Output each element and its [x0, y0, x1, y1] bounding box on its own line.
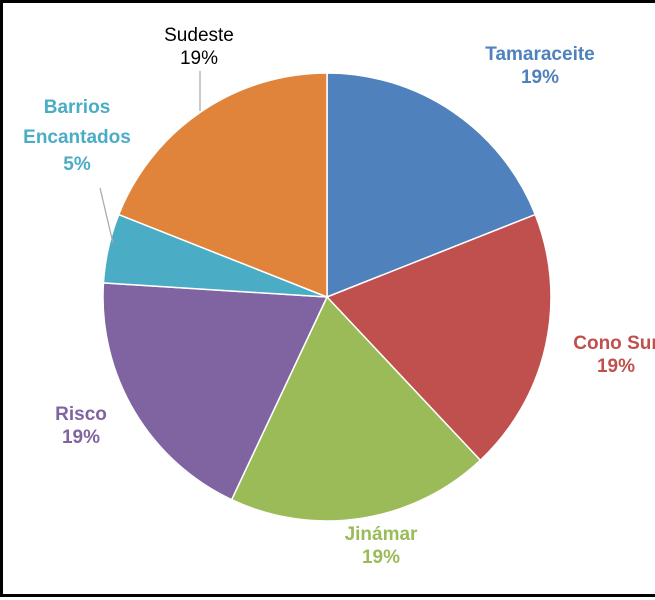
label-tamaraceite: Tamaraceite 19% — [485, 43, 595, 89]
pie-slice-tamaraceite — [326, 72, 537, 299]
label-jinamar-percent: 19% — [361, 547, 401, 568]
label-tamaraceite-name: Tamaraceite — [485, 44, 595, 65]
pie-chart — [99, 71, 552, 522]
label-barrios-encantados-name: Barrios Encantados — [23, 97, 131, 148]
pie-slice-cono-sur — [325, 213, 552, 462]
label-barrios-encantados-percent: 5% — [63, 154, 91, 175]
leader-line-barrios-encantados — [99, 187, 114, 244]
pie-slice-risco — [102, 282, 329, 501]
label-barrios-encantados: Barrios Encantados 5% — [2, 93, 152, 176]
label-jinamar-name: Jinámar — [344, 524, 418, 545]
label-sudeste: Sudeste 19% — [164, 24, 234, 70]
pie-slice-jinamar — [230, 295, 482, 522]
pie-slice-sudeste — [117, 72, 328, 299]
label-risco-name: Risco — [55, 404, 107, 425]
label-cono-sur-percent: 19% — [596, 356, 636, 377]
label-cono-sur-name: Cono Sur — [573, 333, 655, 354]
label-sudeste-name: Sudeste — [164, 25, 234, 46]
label-cono-sur: Cono Sur 19% — [573, 332, 655, 378]
label-jinamar: Jinámar 19% — [345, 523, 418, 569]
label-tamaraceite-percent: 19% — [520, 67, 560, 88]
label-risco: Risco 19% — [55, 403, 107, 449]
label-sudeste-percent: 19% — [179, 48, 219, 69]
label-risco-percent: 19% — [61, 427, 101, 448]
